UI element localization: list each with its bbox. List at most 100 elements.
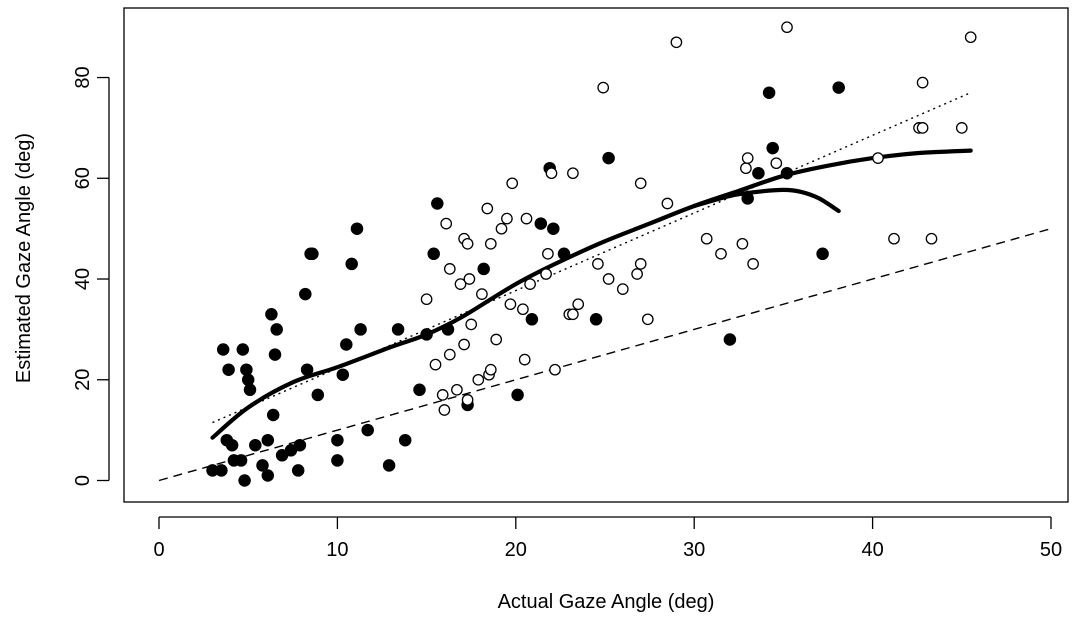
data-point-open xyxy=(572,298,585,311)
data-point-filled xyxy=(741,192,754,205)
smooth-curve xyxy=(692,187,841,214)
data-point-open xyxy=(524,278,536,290)
data-point-filled xyxy=(534,217,548,230)
x-tick-label: 40 xyxy=(861,539,883,561)
data-point-open xyxy=(736,237,749,250)
data-point-open xyxy=(440,217,453,230)
data-point-filled xyxy=(511,388,524,402)
data-point-open xyxy=(602,273,615,285)
data-point-filled xyxy=(222,363,235,376)
data-point-open xyxy=(443,348,456,361)
data-point-open xyxy=(545,167,558,180)
data-point-filled xyxy=(723,333,737,346)
data-point-open xyxy=(641,313,654,326)
data-point-filled xyxy=(311,388,325,402)
x-axis-title: Actual Gaze Angle (deg) xyxy=(498,591,715,613)
data-point-filled xyxy=(306,247,319,261)
data-point-filled xyxy=(300,363,314,376)
plot-area xyxy=(158,21,1052,487)
data-point-open xyxy=(458,338,470,351)
smooth-curve xyxy=(210,148,973,440)
data-point-filled xyxy=(752,166,765,180)
data-point-filled xyxy=(331,454,344,467)
reference-line-dashed xyxy=(158,227,1052,482)
data-point-open xyxy=(741,152,754,164)
data-point-open xyxy=(454,278,467,290)
data-point-filled xyxy=(238,474,251,487)
data-point-open xyxy=(964,31,977,44)
data-point-filled xyxy=(256,459,269,472)
data-point-filled xyxy=(240,363,253,376)
data-point-open xyxy=(592,258,604,270)
data-point-open xyxy=(549,363,561,376)
data-point-filled xyxy=(216,343,230,356)
data-point-filled xyxy=(241,373,255,387)
data-point-open xyxy=(715,247,727,260)
data-point-open xyxy=(542,247,554,260)
data-point-open xyxy=(770,157,783,170)
data-point-open xyxy=(461,237,474,250)
data-point-open xyxy=(631,268,643,280)
data-point-filled xyxy=(291,464,305,477)
data-point-open xyxy=(567,308,579,321)
data-point-filled xyxy=(266,408,280,422)
data-point-open xyxy=(461,394,474,406)
x-tick-label: 0 xyxy=(153,539,164,561)
data-point-filled xyxy=(477,262,490,276)
data-point-filled xyxy=(265,308,278,321)
data-point-open xyxy=(436,389,449,401)
data-point-open xyxy=(540,268,552,280)
data-point-open xyxy=(504,298,517,311)
data-point-filled xyxy=(391,323,405,336)
data-point-open xyxy=(472,373,485,386)
data-point-filled xyxy=(261,469,275,482)
data-point-filled xyxy=(816,247,829,261)
data-point-open xyxy=(670,36,683,49)
x-tick-label: 20 xyxy=(505,539,527,561)
data-point-filled xyxy=(268,348,282,361)
data-point-filled xyxy=(234,454,248,467)
data-point-open xyxy=(520,212,533,225)
data-point-filled xyxy=(766,141,779,155)
data-point-filled xyxy=(331,433,344,447)
data-point-open xyxy=(506,177,519,190)
data-point-open xyxy=(443,263,456,275)
fit-line-dotted xyxy=(212,92,971,424)
data-point-filled xyxy=(215,464,228,477)
data-point-open xyxy=(872,152,884,164)
data-point-filled xyxy=(345,257,358,271)
data-point-open xyxy=(567,167,579,180)
data-point-filled xyxy=(762,86,776,99)
data-point-filled xyxy=(557,247,571,261)
x-tick-label: 30 xyxy=(683,539,705,561)
data-point-filled xyxy=(340,338,353,351)
data-point-open xyxy=(476,288,488,300)
data-point-filled xyxy=(354,323,367,336)
data-point-open xyxy=(420,293,433,306)
data-point-filled xyxy=(236,343,250,356)
data-point-filled xyxy=(441,323,455,336)
data-point-open xyxy=(463,273,476,285)
data-point-filled xyxy=(602,151,615,165)
data-point-open xyxy=(465,318,478,331)
data-point-open xyxy=(888,232,900,245)
x-tick-label: 50 xyxy=(1040,539,1062,561)
plot-frame xyxy=(123,7,1069,503)
data-point-open xyxy=(451,383,463,396)
data-point-filled xyxy=(780,166,794,180)
data-point-filled xyxy=(427,247,440,261)
data-point-open xyxy=(925,232,938,245)
data-point-open xyxy=(484,237,497,250)
data-point-open xyxy=(634,258,647,270)
data-point-open xyxy=(634,177,647,190)
data-point-filled xyxy=(299,287,312,301)
axes: 0 10 20 30 40 50 0 20 40 60 80 xyxy=(72,7,1069,561)
data-point-filled xyxy=(350,222,364,235)
data-point-filled xyxy=(589,313,603,326)
data-point-open xyxy=(700,232,713,245)
data-point-filled xyxy=(398,433,412,447)
data-point-filled xyxy=(420,328,433,341)
data-point-filled xyxy=(382,459,396,472)
data-point-open xyxy=(781,21,793,34)
y-tick-label: 0 xyxy=(72,475,94,486)
